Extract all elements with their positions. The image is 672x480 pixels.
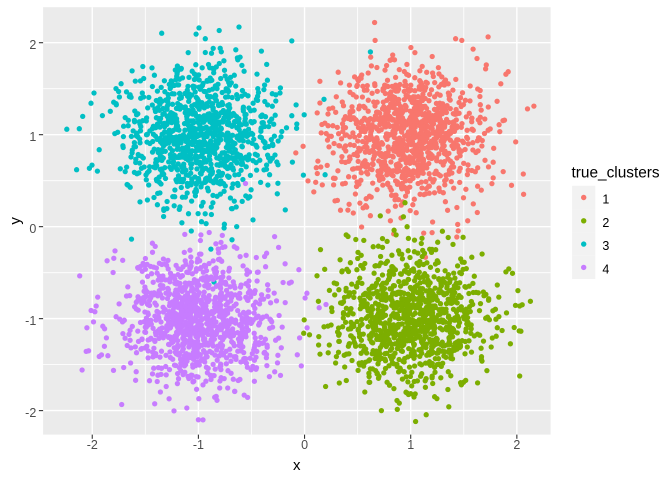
svg-text:2: 2 — [513, 438, 520, 452]
svg-text:0: 0 — [301, 438, 308, 452]
svg-text:-2: -2 — [25, 406, 36, 420]
svg-text:2: 2 — [602, 216, 609, 230]
svg-text:3: 3 — [602, 239, 609, 253]
svg-text:true_clusters: true_clusters — [572, 165, 660, 182]
svg-text:0: 0 — [29, 222, 36, 236]
svg-text:x: x — [293, 457, 301, 474]
svg-text:2: 2 — [29, 38, 36, 52]
svg-text:4: 4 — [602, 262, 609, 276]
svg-text:y: y — [7, 217, 24, 225]
svg-text:-1: -1 — [193, 438, 204, 452]
svg-text:1: 1 — [29, 130, 36, 144]
svg-text:1: 1 — [602, 193, 609, 207]
svg-text:1: 1 — [407, 438, 414, 452]
svg-text:-2: -2 — [87, 438, 98, 452]
svg-text:-1: -1 — [25, 314, 36, 328]
